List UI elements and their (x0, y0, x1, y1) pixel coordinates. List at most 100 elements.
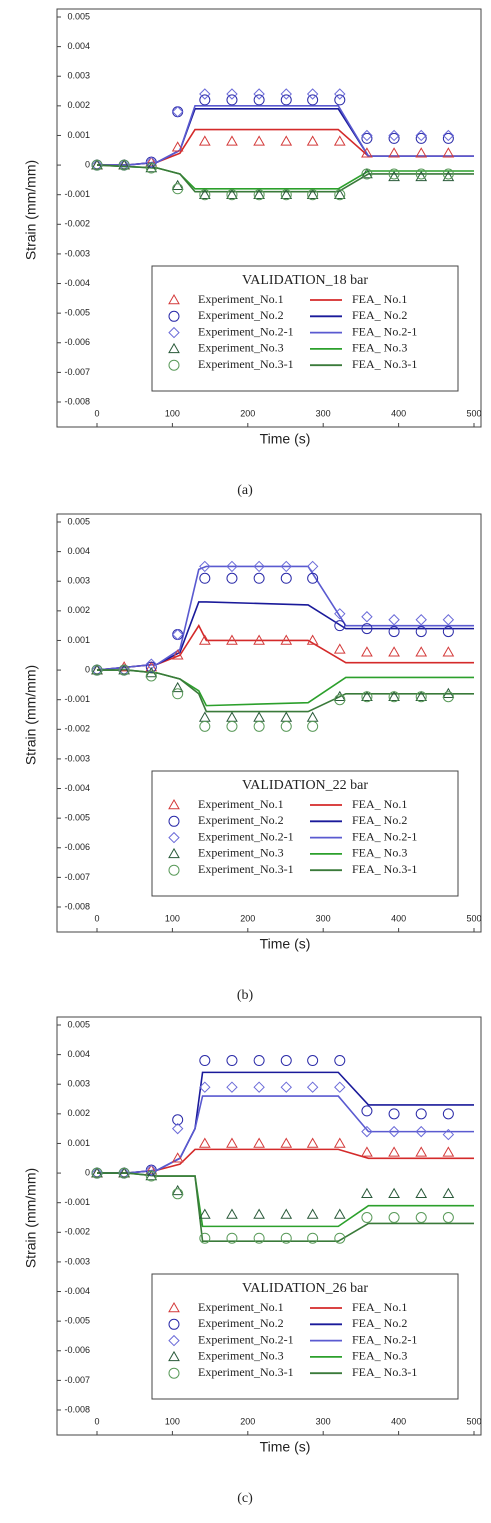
marker (361, 167, 373, 179)
marker (168, 1350, 180, 1362)
marker (168, 798, 180, 810)
marker (388, 170, 400, 182)
marker (442, 1108, 454, 1120)
marker (334, 620, 346, 632)
marker (388, 1187, 400, 1199)
y-tick-label: 0.002 (67, 100, 90, 110)
marker (198, 135, 211, 146)
x-tick-label: 300 (316, 408, 331, 418)
marker (361, 147, 373, 158)
y-tick-label: -0.004 (64, 1286, 90, 1296)
marker (280, 560, 292, 573)
marker (280, 1232, 292, 1244)
marker (198, 634, 211, 645)
marker (415, 1212, 427, 1223)
marker (171, 628, 184, 641)
marker (145, 1170, 158, 1181)
caption: (b) (237, 988, 254, 1003)
marker (334, 694, 346, 706)
marker (172, 688, 184, 700)
marker (145, 667, 158, 678)
marker (415, 1146, 428, 1157)
y-tick-label: 0.001 (67, 635, 90, 645)
y-tick-label: -0.006 (64, 1345, 90, 1355)
marker (306, 88, 319, 100)
marker (198, 188, 211, 199)
marker (253, 1081, 265, 1093)
marker (171, 1152, 184, 1163)
y-tick-label: -0.007 (64, 872, 90, 882)
marker (306, 1081, 319, 1093)
y-tick-label: 0.004 (67, 546, 90, 556)
x-tick-label: 0 (94, 913, 99, 923)
marker (388, 1125, 400, 1138)
marker (280, 189, 292, 201)
y-tick-label: -0.008 (64, 396, 90, 406)
marker (388, 132, 400, 144)
marker (168, 1318, 180, 1330)
marker (280, 135, 293, 146)
legend-label: FEA_ No.2 (352, 308, 407, 322)
marker (199, 1232, 211, 1244)
y-tick-label: -0.003 (64, 1256, 90, 1266)
y-axis-label: Strain (mm/mm) (23, 665, 39, 765)
marker (280, 634, 293, 645)
marker (388, 646, 400, 657)
marker (198, 1208, 211, 1219)
marker (442, 614, 455, 626)
marker (280, 720, 292, 732)
marker (442, 626, 454, 638)
marker (442, 1128, 455, 1141)
x-tick-label: 400 (391, 408, 406, 418)
marker (388, 1108, 400, 1120)
x-tick-label: 500 (466, 408, 481, 418)
marker (171, 1122, 184, 1135)
marker (333, 1137, 346, 1148)
marker (442, 646, 455, 657)
marker (226, 189, 238, 201)
marker (307, 1232, 319, 1244)
marker (280, 1055, 292, 1067)
x-axis-label: Time (s) (260, 1439, 311, 1455)
plot-frame (56, 1016, 482, 1436)
marker (145, 1170, 157, 1182)
marker (253, 1055, 265, 1067)
y-tick-label: 0.002 (67, 1108, 90, 1118)
fea-line (97, 105, 474, 166)
marker (306, 560, 319, 573)
marker (280, 94, 292, 106)
legend-label: FEA_ No.3 (352, 846, 407, 860)
marker (388, 690, 400, 701)
marker (226, 560, 238, 573)
marker (226, 1208, 238, 1219)
legend-label: FEA_ No.3 (352, 341, 407, 355)
legend-box (151, 1273, 459, 1400)
marker (334, 88, 346, 100)
marker (226, 1137, 238, 1148)
marker (334, 189, 346, 201)
marker (199, 572, 211, 584)
fea-line (97, 1095, 474, 1174)
marker (280, 1208, 293, 1219)
legend-label: Experiment_No.2-1 (198, 829, 294, 843)
legend-label: Experiment_No.2-1 (198, 324, 294, 338)
legend-label: Experiment_No.3 (198, 846, 284, 860)
marker (118, 664, 130, 676)
marker (168, 1367, 180, 1379)
y-tick-label: 0.003 (67, 576, 90, 586)
marker (280, 1081, 292, 1093)
legend-label: FEA_ No.2-1 (352, 829, 417, 843)
legend-label: Experiment_No.3-1 (198, 862, 294, 876)
y-tick-label: 0.004 (67, 1049, 90, 1059)
marker (442, 147, 455, 158)
marker (253, 94, 265, 106)
marker (145, 162, 158, 173)
x-tick-label: 200 (240, 1416, 255, 1426)
marker (253, 88, 265, 100)
marker (388, 129, 400, 142)
legend-label: Experiment_No.2 (198, 308, 284, 322)
marker (415, 1125, 427, 1138)
marker (333, 188, 346, 199)
marker (168, 815, 180, 827)
y-tick-label: -0.001 (64, 1197, 90, 1207)
